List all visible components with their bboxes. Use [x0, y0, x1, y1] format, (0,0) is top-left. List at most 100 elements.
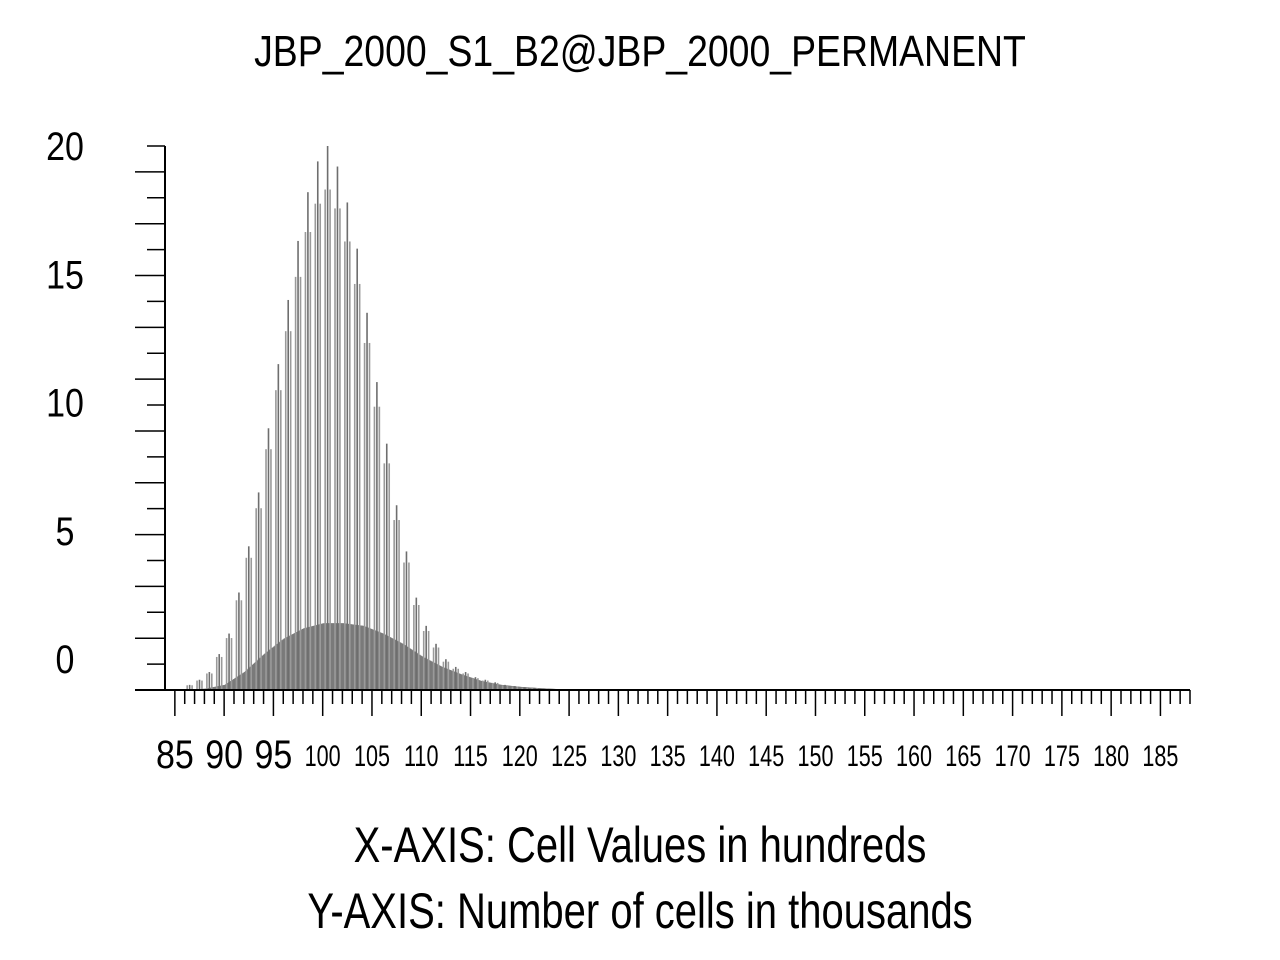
- histogram-bar: [425, 625, 427, 690]
- histogram-bar: [388, 463, 391, 690]
- histogram-bar: [316, 161, 319, 690]
- histogram-bar: [511, 686, 514, 690]
- x-tick-label: 115: [453, 738, 487, 772]
- x-tick-label: 150: [797, 738, 833, 772]
- histogram-bar: [474, 677, 477, 690]
- x-tick-label: 110: [404, 738, 438, 772]
- y-axis-label: Y-AXIS: Number of cells in thousands: [307, 883, 972, 939]
- histogram-bar: [349, 241, 351, 690]
- histogram-bar: [289, 331, 292, 690]
- histogram-bar: [336, 166, 339, 690]
- histogram-bar: [472, 678, 474, 690]
- histogram-bar: [191, 685, 193, 690]
- histogram-bar: [521, 687, 524, 690]
- histogram-bar: [415, 597, 418, 690]
- histogram-bar: [376, 382, 378, 690]
- histogram-bar: [491, 682, 494, 690]
- x-tick-label: 90: [205, 731, 243, 776]
- histogram-bar: [447, 661, 450, 690]
- x-tick-label: 175: [1044, 738, 1080, 772]
- x-tick-label: 170: [995, 738, 1031, 772]
- histogram-bar: [445, 659, 447, 690]
- histogram-bar: [196, 680, 198, 690]
- histogram-bar: [405, 551, 408, 690]
- histogram-bar: [218, 654, 221, 690]
- histogram-bar: [383, 463, 386, 690]
- histogram-bar: [329, 189, 331, 690]
- histogram-bar: [408, 562, 410, 690]
- y-axis-ticks: [135, 145, 165, 691]
- histogram-bar: [225, 638, 228, 690]
- histogram-bar: [452, 668, 455, 690]
- histogram-bar: [304, 232, 307, 690]
- histogram-bar: [494, 682, 496, 690]
- histogram-bar: [533, 687, 536, 690]
- x-tick-label: 155: [847, 738, 883, 772]
- x-tick-label: 185: [1142, 738, 1178, 772]
- histogram-bar: [247, 546, 250, 690]
- x-tick-label: 95: [255, 731, 293, 776]
- histogram-bar: [255, 508, 257, 690]
- histogram-bar: [496, 682, 499, 690]
- histogram-bar: [238, 592, 240, 690]
- x-tick-label: 180: [1093, 738, 1129, 772]
- histogram-bar: [366, 312, 368, 690]
- histogram-bar: [324, 189, 326, 690]
- x-tick-label: 140: [699, 738, 735, 772]
- x-tick-label: 85: [156, 731, 194, 776]
- histogram-bar: [198, 679, 201, 690]
- histogram-bar: [284, 331, 287, 690]
- histogram-bar: [344, 241, 346, 690]
- histogram-bar: [206, 673, 208, 690]
- y-tick-label: 15: [46, 252, 84, 297]
- histogram-bar: [309, 232, 312, 690]
- histogram-bar: [457, 668, 460, 690]
- histogram-bar: [294, 276, 297, 690]
- histogram-bar: [235, 600, 238, 690]
- histogram-bar: [501, 685, 504, 690]
- x-tick-label: 130: [600, 738, 636, 772]
- histogram-bar: [326, 146, 329, 690]
- histogram-bar: [358, 283, 361, 690]
- x-tick-label: 100: [305, 738, 341, 772]
- histogram-bar: [245, 557, 248, 690]
- histogram-bar: [403, 562, 405, 690]
- histogram-bar: [270, 449, 272, 690]
- histogram-bar: [346, 202, 349, 690]
- histogram-bar: [186, 685, 188, 690]
- x-tick-label: 160: [896, 738, 932, 772]
- x-tick-label: 105: [354, 738, 390, 772]
- histogram-bar: [307, 192, 309, 690]
- histogram-bar: [260, 508, 262, 690]
- histogram-bar: [523, 687, 526, 690]
- histogram-bar: [353, 283, 356, 690]
- histogram-bar: [250, 557, 253, 690]
- y-tick-label: 5: [56, 508, 75, 553]
- histogram-bar: [220, 656, 223, 690]
- histogram-bar: [215, 656, 218, 690]
- histogram-bar: [442, 661, 445, 690]
- histogram-bar: [201, 680, 203, 690]
- histogram-bar: [462, 673, 464, 690]
- histogram-bar: [378, 406, 381, 690]
- histogram-bar: [398, 520, 400, 690]
- histogram-bar: [435, 643, 437, 690]
- histogram-bar: [299, 276, 302, 690]
- x-axis-tick-labels: 85 90 95 100 105 110 115 120 125 130 135 140 145 150 1…: [156, 731, 1178, 776]
- histogram-bar: [486, 680, 489, 690]
- histogram-bar: [482, 680, 484, 690]
- histogram-bar: [417, 605, 420, 690]
- histogram-bar: [526, 687, 528, 690]
- histogram-bar: [314, 203, 317, 690]
- histogram-bar: [277, 364, 280, 690]
- histogram-bar: [506, 685, 509, 690]
- histogram-bar: [422, 630, 425, 690]
- histogram-bar: [454, 666, 457, 690]
- histogram-bar: [275, 390, 277, 690]
- histogram-bar: [427, 630, 430, 690]
- histogram-bar: [280, 390, 282, 690]
- y-tick-label: 20: [46, 123, 84, 168]
- x-axis-ticks: [174, 690, 1191, 716]
- histogram-bar: [464, 672, 467, 690]
- y-axis-tick-labels: 0 5 10 15 20: [46, 123, 84, 681]
